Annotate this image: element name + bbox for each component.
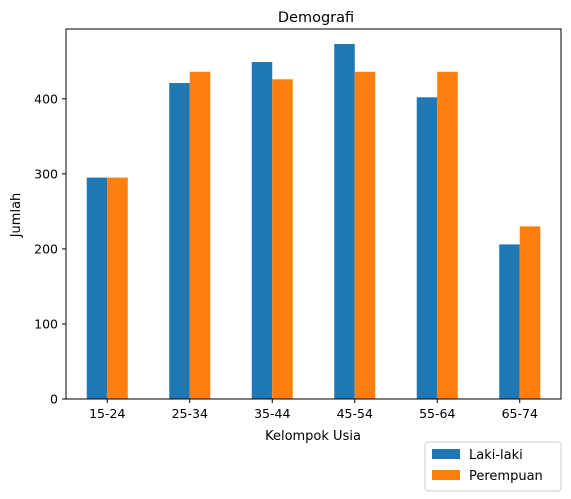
bars-group: [86, 44, 541, 400]
legend-label-perempuan: Perempuan: [469, 469, 543, 484]
x-tick-label: 35-44: [254, 406, 290, 421]
bar-laki-laki-35-44: [251, 62, 273, 400]
bar-perempuan-55-64: [437, 71, 458, 400]
legend: Laki-laki Perempuan: [424, 441, 562, 492]
bar-perempuan-15-24: [107, 177, 128, 399]
x-tick-label: 55-64: [419, 406, 455, 421]
x-axis-ticks: 15-24 25-34 35-44 45-54 55-64 65-74: [89, 399, 538, 421]
bar-laki-laki-15-24: [86, 177, 108, 399]
x-axis-label: Kelompok Usia: [265, 429, 361, 444]
plot-frame: [65, 28, 562, 400]
bar-laki-laki-25-34: [169, 83, 190, 400]
bar-perempuan-65-74: [519, 226, 541, 399]
x-tick-label: 45-54: [337, 406, 373, 421]
legend-swatch-laki-laki: [432, 449, 460, 459]
y-tick-label: 400: [34, 91, 58, 106]
bar-laki-laki-65-74: [499, 244, 520, 399]
y-axis-ticks: 0 100 200 300 400: [34, 91, 66, 407]
bar-perempuan-35-44: [272, 79, 293, 400]
bar-laki-laki-55-64: [416, 97, 438, 399]
x-tick-label: 25-34: [172, 406, 208, 421]
bar-laki-laki-45-54: [334, 44, 355, 400]
y-tick-label: 200: [34, 241, 58, 256]
y-tick-label: 0: [50, 392, 58, 407]
bar-perempuan-45-54: [354, 71, 376, 400]
x-tick-label: 65-74: [502, 406, 538, 421]
y-axis-label: Jumlah: [9, 193, 24, 239]
legend-swatch-perempuan: [432, 470, 460, 480]
chart-title: Demografi: [278, 10, 354, 26]
x-tick-label: 15-24: [89, 406, 125, 421]
y-tick-label: 300: [34, 166, 58, 181]
y-tick-label: 100: [34, 316, 58, 331]
legend-label-laki-laki: Laki-laki: [469, 448, 523, 463]
bar-perempuan-25-34: [189, 71, 211, 400]
